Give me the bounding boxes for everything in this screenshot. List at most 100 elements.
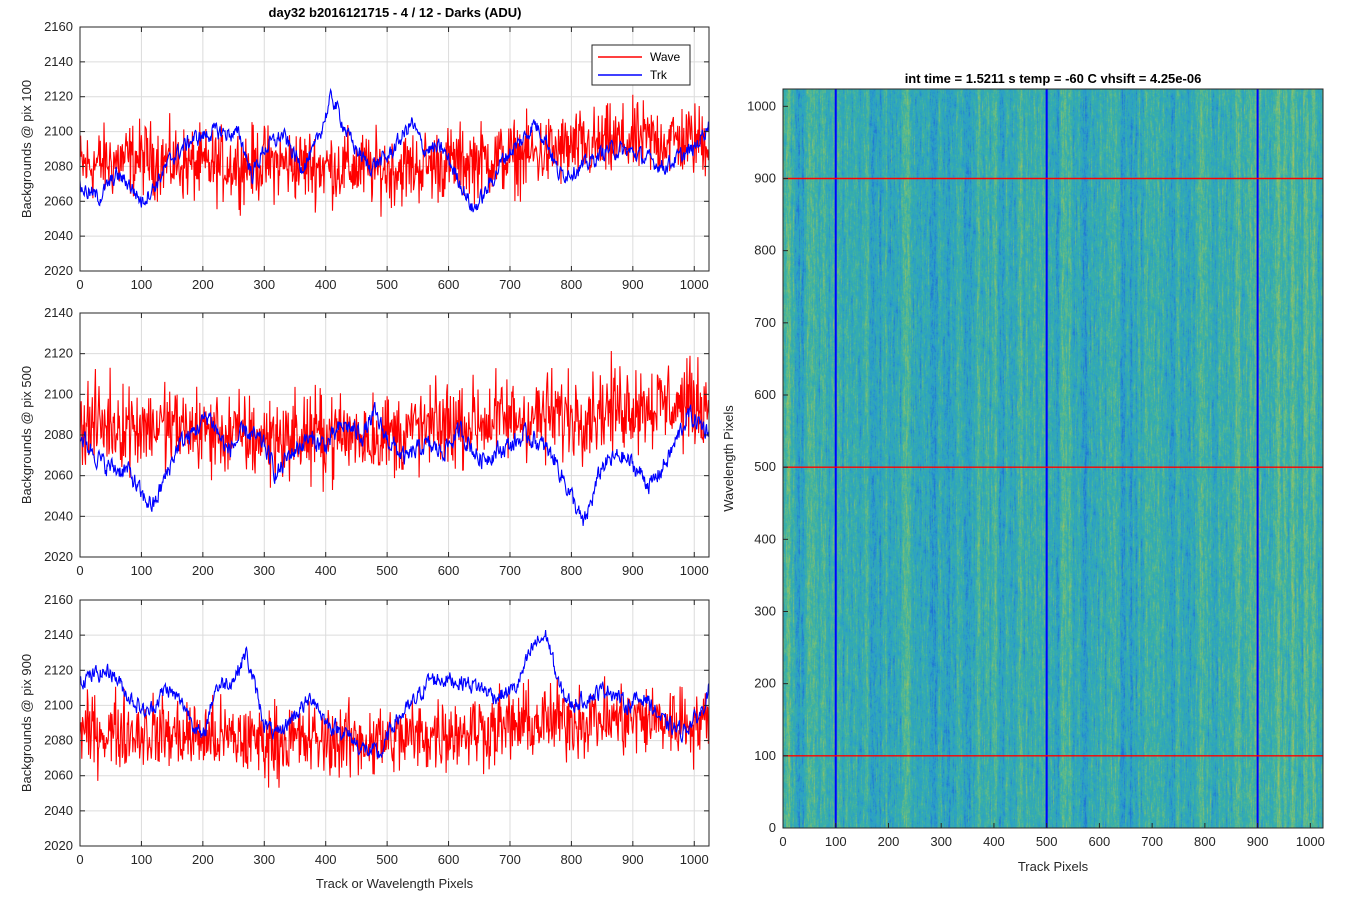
x-tick-label: 400 xyxy=(315,563,337,578)
x-tick-label: 900 xyxy=(622,277,644,292)
x-tick-label: 500 xyxy=(376,852,398,867)
y-tick-label: 0 xyxy=(769,820,776,835)
x-tick-label: 600 xyxy=(438,277,460,292)
x-tick-label: 600 xyxy=(1089,834,1111,849)
x-tick-label: 200 xyxy=(878,834,900,849)
y-axis-label: Backgrounds @ pix 500 xyxy=(19,366,34,504)
y-tick-label: 2040 xyxy=(44,803,73,818)
y-tick-label: 100 xyxy=(754,748,776,763)
series-trk-line xyxy=(80,629,709,759)
x-axis-label: Track Pixels xyxy=(1018,859,1089,874)
x-tick-label: 0 xyxy=(779,834,786,849)
x-tick-label: 0 xyxy=(76,563,83,578)
y-tick-label: 2020 xyxy=(44,263,73,278)
y-tick-label: 2120 xyxy=(44,662,73,677)
y-tick-label: 2020 xyxy=(44,549,73,564)
y-tick-label: 2160 xyxy=(44,19,73,34)
y-tick-label: 400 xyxy=(754,531,776,546)
y-tick-label: 2060 xyxy=(44,468,73,483)
legend-label-trk: Trk xyxy=(650,68,668,82)
x-tick-label: 200 xyxy=(192,277,214,292)
y-tick-label: 2120 xyxy=(44,346,73,361)
x-tick-label: 900 xyxy=(622,563,644,578)
y-tick-label: 2140 xyxy=(44,54,73,69)
x-axis-label: Track or Wavelength Pixels xyxy=(316,876,474,891)
y-tick-label: 2040 xyxy=(44,508,73,523)
figure-title: day32 b2016121715 - 4 / 12 - Darks (ADU) xyxy=(269,5,522,20)
y-tick-label: 800 xyxy=(754,243,776,258)
x-tick-label: 0 xyxy=(76,277,83,292)
x-tick-label: 300 xyxy=(253,277,275,292)
y-tick-label: 2100 xyxy=(44,697,73,712)
plot-pix-900: 0 100 200 300 400 500 600 700 800 900 1000 2020 2040… xyxy=(19,592,710,891)
x-tick-label: 800 xyxy=(561,277,583,292)
y-tick-label: 2100 xyxy=(44,386,73,401)
x-tick-label: 100 xyxy=(825,834,847,849)
legend: Wave Trk xyxy=(591,44,691,86)
plot-pix-100: 0 100 200 300 400 500 600 700 800 900 1000 2020 2040… xyxy=(19,19,710,292)
y-tick-label: 1000 xyxy=(747,98,776,113)
axes-box xyxy=(79,26,710,272)
x-tick-label: 600 xyxy=(438,563,460,578)
y-tick-label: 900 xyxy=(754,170,776,185)
x-tick-label: 500 xyxy=(1036,834,1058,849)
x-tick-label: 1000 xyxy=(680,277,709,292)
x-tick-label: 500 xyxy=(376,277,398,292)
y-axis-label: Wavelength Pixels xyxy=(721,405,736,512)
heatmap-image xyxy=(783,89,1323,828)
y-tick-label: 700 xyxy=(754,315,776,330)
x-tick-label: 800 xyxy=(561,563,583,578)
y-tick-label: 2120 xyxy=(44,89,73,104)
x-tick-label: 1000 xyxy=(680,852,709,867)
x-tick-label: 100 xyxy=(131,277,153,292)
heatmap-axes-box xyxy=(782,88,1324,829)
x-tick-label: 400 xyxy=(315,277,337,292)
x-tick-label: 700 xyxy=(499,277,521,292)
x-tick-label: 0 xyxy=(76,852,83,867)
x-tick-label: 800 xyxy=(561,852,583,867)
y-tick-label: 2020 xyxy=(44,838,73,853)
heatmap-title: int time = 1.5211 s temp = -60 C vhsift … xyxy=(905,71,1202,86)
x-tick-label: 900 xyxy=(622,852,644,867)
y-tick-label: 2080 xyxy=(44,158,73,173)
y-tick-label: 2060 xyxy=(44,193,73,208)
plot-pix-500: 0 100 200 300 400 500 600 700 800 900 1000 2020 2040… xyxy=(19,305,710,578)
legend-label-wave: Wave xyxy=(650,50,681,64)
x-tick-label: 200 xyxy=(192,852,214,867)
x-tick-label: 100 xyxy=(131,563,153,578)
x-tick-label: 1000 xyxy=(680,563,709,578)
x-tick-label: 900 xyxy=(1247,834,1269,849)
y-axis-label: Backgrounds @ pix 100 xyxy=(19,80,34,218)
y-tick-label: 2100 xyxy=(44,124,73,139)
x-tick-label: 600 xyxy=(438,852,460,867)
y-tick-label: 500 xyxy=(754,459,776,474)
x-tick-label: 700 xyxy=(1141,834,1163,849)
series-wave-line xyxy=(80,94,709,217)
x-tick-label: 200 xyxy=(192,563,214,578)
x-tick-label: 400 xyxy=(315,852,337,867)
x-tick-label: 700 xyxy=(499,852,521,867)
x-tick-label: 300 xyxy=(930,834,952,849)
x-tick-label: 500 xyxy=(376,563,398,578)
y-tick-label: 200 xyxy=(754,676,776,691)
x-tick-label: 100 xyxy=(131,852,153,867)
x-tick-label: 400 xyxy=(983,834,1005,849)
series-trk-line xyxy=(80,402,709,526)
x-tick-label: 1000 xyxy=(1296,834,1325,849)
x-tick-label: 300 xyxy=(253,852,275,867)
y-tick-label: 600 xyxy=(754,387,776,402)
heatmap-panel: int time = 1.5211 s temp = -60 C vhsift … xyxy=(721,71,1325,874)
axes-box xyxy=(79,599,710,847)
x-tick-label: 800 xyxy=(1194,834,1216,849)
y-tick-label: 2160 xyxy=(44,592,73,607)
y-tick-label: 2060 xyxy=(44,768,73,783)
y-tick-label: 2080 xyxy=(44,427,73,442)
x-tick-label: 300 xyxy=(253,563,275,578)
y-tick-label: 2140 xyxy=(44,305,73,320)
x-tick-label: 700 xyxy=(499,563,521,578)
y-axis-label: Backgrounds @ pix 900 xyxy=(19,654,34,792)
legend-box xyxy=(591,44,691,86)
series-trk-line xyxy=(80,87,709,213)
y-tick-label: 2080 xyxy=(44,733,73,748)
